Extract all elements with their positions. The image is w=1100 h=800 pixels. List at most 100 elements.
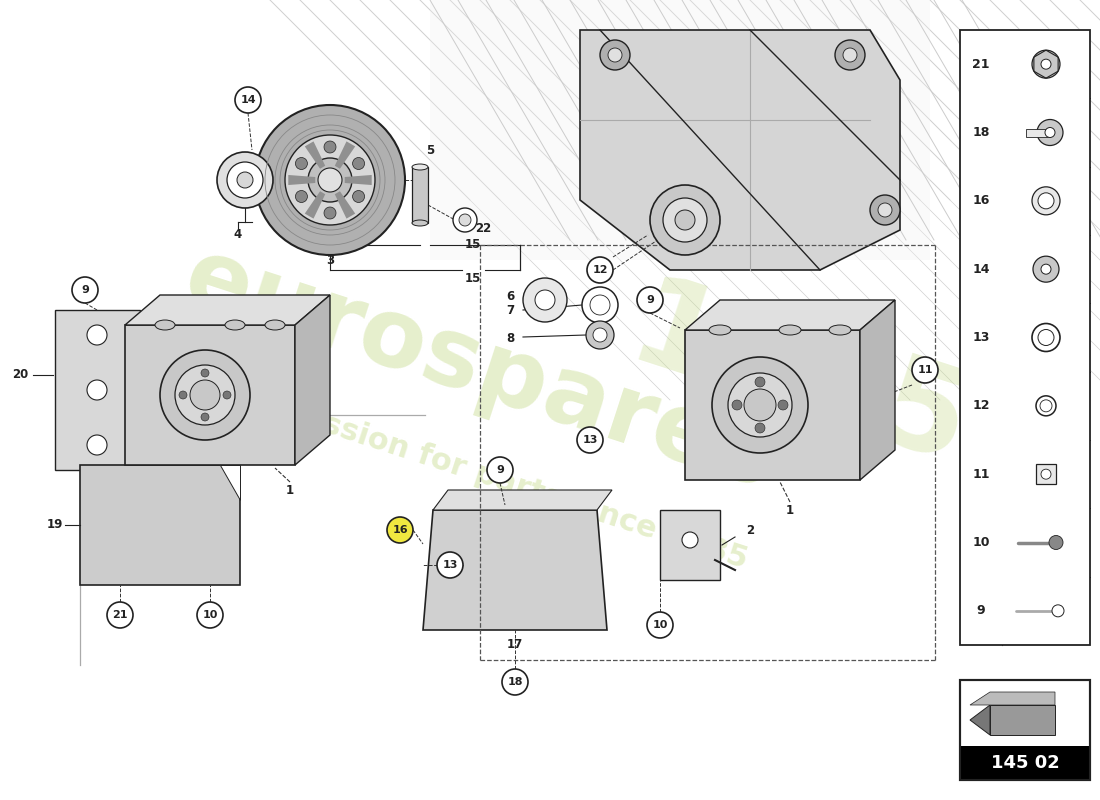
Circle shape: [107, 602, 133, 628]
Circle shape: [600, 40, 630, 70]
Circle shape: [296, 158, 307, 170]
Circle shape: [755, 423, 764, 433]
Circle shape: [190, 380, 220, 410]
Polygon shape: [288, 175, 316, 185]
Bar: [1036, 464, 1056, 484]
Circle shape: [593, 328, 607, 342]
Circle shape: [1045, 127, 1055, 138]
Circle shape: [587, 257, 613, 283]
Polygon shape: [860, 300, 895, 480]
Circle shape: [1033, 256, 1059, 282]
Circle shape: [387, 517, 412, 543]
Circle shape: [637, 287, 663, 313]
Text: 10: 10: [972, 536, 990, 549]
Text: 5: 5: [426, 143, 434, 157]
Polygon shape: [334, 191, 355, 218]
Polygon shape: [305, 142, 326, 169]
Text: 10: 10: [202, 610, 218, 620]
Circle shape: [296, 190, 307, 202]
Circle shape: [87, 325, 107, 345]
Circle shape: [870, 195, 900, 225]
Text: 8: 8: [506, 331, 514, 345]
Circle shape: [590, 295, 610, 315]
Circle shape: [1032, 50, 1060, 78]
Polygon shape: [412, 167, 428, 223]
Polygon shape: [55, 310, 140, 470]
Circle shape: [912, 357, 938, 383]
Polygon shape: [125, 325, 295, 465]
Polygon shape: [220, 465, 240, 500]
Circle shape: [236, 172, 253, 188]
Circle shape: [878, 203, 892, 217]
Circle shape: [608, 48, 622, 62]
Text: 15: 15: [465, 238, 481, 250]
Circle shape: [285, 135, 375, 225]
Text: 145 02: 145 02: [991, 754, 1059, 772]
Polygon shape: [125, 295, 330, 325]
Circle shape: [87, 380, 107, 400]
Text: 1: 1: [286, 483, 294, 497]
Bar: [960, 680, 1090, 780]
Circle shape: [578, 427, 603, 453]
Text: 1: 1: [785, 503, 794, 517]
Polygon shape: [424, 510, 607, 630]
Polygon shape: [990, 705, 1055, 735]
Ellipse shape: [265, 320, 285, 330]
Circle shape: [217, 152, 273, 208]
Circle shape: [712, 357, 808, 453]
Circle shape: [87, 435, 107, 455]
Circle shape: [223, 391, 231, 399]
Circle shape: [582, 287, 618, 323]
Text: 19: 19: [47, 518, 63, 531]
Circle shape: [1032, 187, 1060, 215]
Circle shape: [1049, 535, 1063, 550]
Circle shape: [732, 400, 742, 410]
Circle shape: [437, 552, 463, 578]
Polygon shape: [433, 490, 612, 510]
Circle shape: [586, 321, 614, 349]
Text: 9: 9: [81, 285, 89, 295]
Circle shape: [1041, 469, 1050, 479]
Circle shape: [835, 40, 865, 70]
Circle shape: [72, 277, 98, 303]
Circle shape: [675, 210, 695, 230]
Bar: [960, 680, 1090, 780]
Circle shape: [227, 162, 263, 198]
Text: 3: 3: [326, 254, 334, 266]
Bar: [80, 465, 240, 585]
Text: 13: 13: [972, 331, 990, 344]
Text: 6: 6: [506, 290, 514, 303]
Text: 16: 16: [393, 525, 408, 535]
Circle shape: [1038, 330, 1054, 346]
Text: 13: 13: [582, 435, 597, 445]
Circle shape: [235, 87, 261, 113]
Circle shape: [487, 457, 513, 483]
Text: 16: 16: [972, 194, 990, 207]
Text: 9: 9: [496, 465, 504, 475]
Ellipse shape: [155, 320, 175, 330]
Polygon shape: [660, 510, 720, 580]
Text: 9: 9: [977, 604, 986, 618]
Circle shape: [318, 168, 342, 192]
Circle shape: [179, 391, 187, 399]
Text: 13: 13: [442, 560, 458, 570]
Text: 17: 17: [507, 638, 524, 651]
Bar: [960, 746, 1090, 780]
Text: 9: 9: [646, 295, 653, 305]
Circle shape: [728, 373, 792, 437]
Polygon shape: [305, 191, 326, 218]
Text: 12: 12: [592, 265, 607, 275]
Circle shape: [197, 602, 223, 628]
Circle shape: [647, 612, 673, 638]
Circle shape: [1037, 119, 1063, 146]
Ellipse shape: [829, 325, 851, 335]
Text: 14: 14: [972, 262, 990, 276]
Circle shape: [1052, 605, 1064, 617]
Circle shape: [160, 350, 250, 440]
Circle shape: [1036, 396, 1056, 416]
Text: 18: 18: [507, 677, 522, 687]
Circle shape: [755, 377, 764, 387]
Circle shape: [1038, 193, 1054, 209]
Circle shape: [650, 185, 721, 255]
Text: 4: 4: [234, 227, 242, 241]
